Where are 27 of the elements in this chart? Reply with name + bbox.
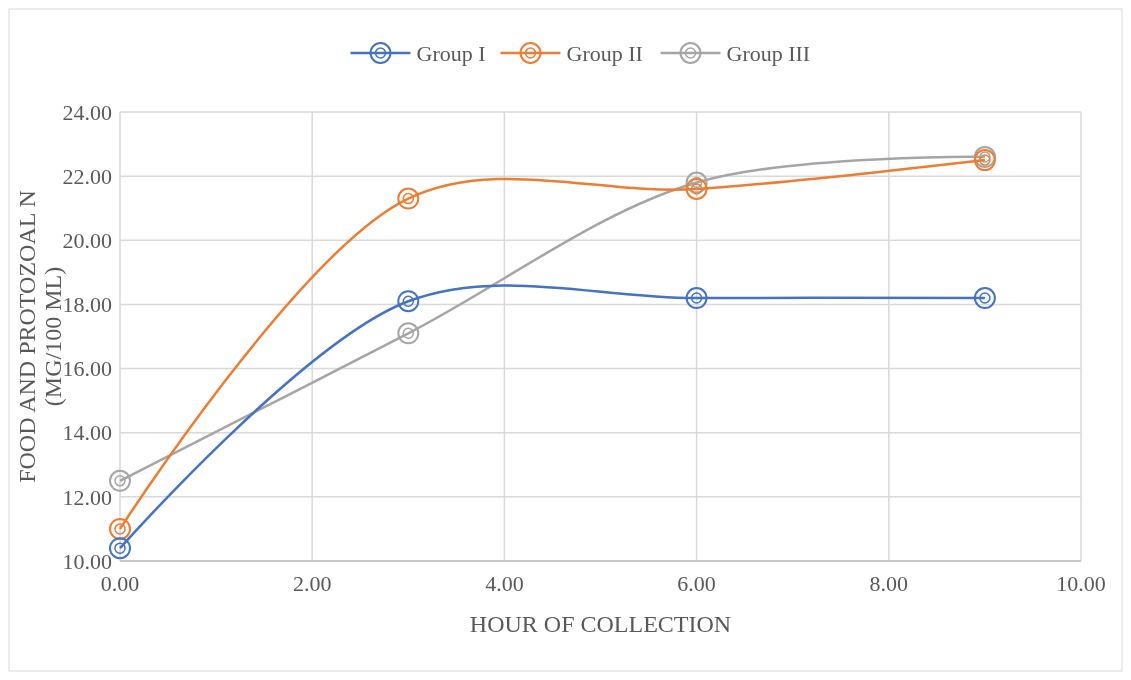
x-axis-title: HOUR OF COLLECTION <box>469 611 732 637</box>
point <box>973 287 996 310</box>
y-tick-label: 18.00 <box>62 292 112 318</box>
y-tick-label: 24.00 <box>62 99 112 125</box>
point <box>685 287 708 310</box>
y-tick-label: 22.00 <box>62 163 112 189</box>
x-tick-label: 10.00 <box>1056 571 1106 596</box>
x-tick-label: 0.00 <box>100 571 140 596</box>
point <box>397 187 420 210</box>
x-tick-label: 6.00 <box>677 571 716 596</box>
legend-label: Group III <box>726 40 811 66</box>
point <box>397 290 420 313</box>
legend-label: Group I <box>416 40 486 66</box>
point <box>397 322 420 345</box>
x-tick-label: 4.00 <box>485 571 524 596</box>
point <box>109 517 131 540</box>
point <box>685 171 708 194</box>
legend-label: Group II <box>566 40 643 66</box>
point <box>685 177 708 200</box>
y-tick-label: 12.00 <box>62 484 112 510</box>
point <box>109 537 131 560</box>
y-tick-label: 20.00 <box>62 227 112 253</box>
y-tick-label: 10.00 <box>62 548 112 574</box>
y-tick-label: 16.00 <box>62 356 112 382</box>
x-tick-label: 2.00 <box>292 571 332 596</box>
point <box>109 469 131 492</box>
x-tick-label: 8.00 <box>869 571 909 596</box>
